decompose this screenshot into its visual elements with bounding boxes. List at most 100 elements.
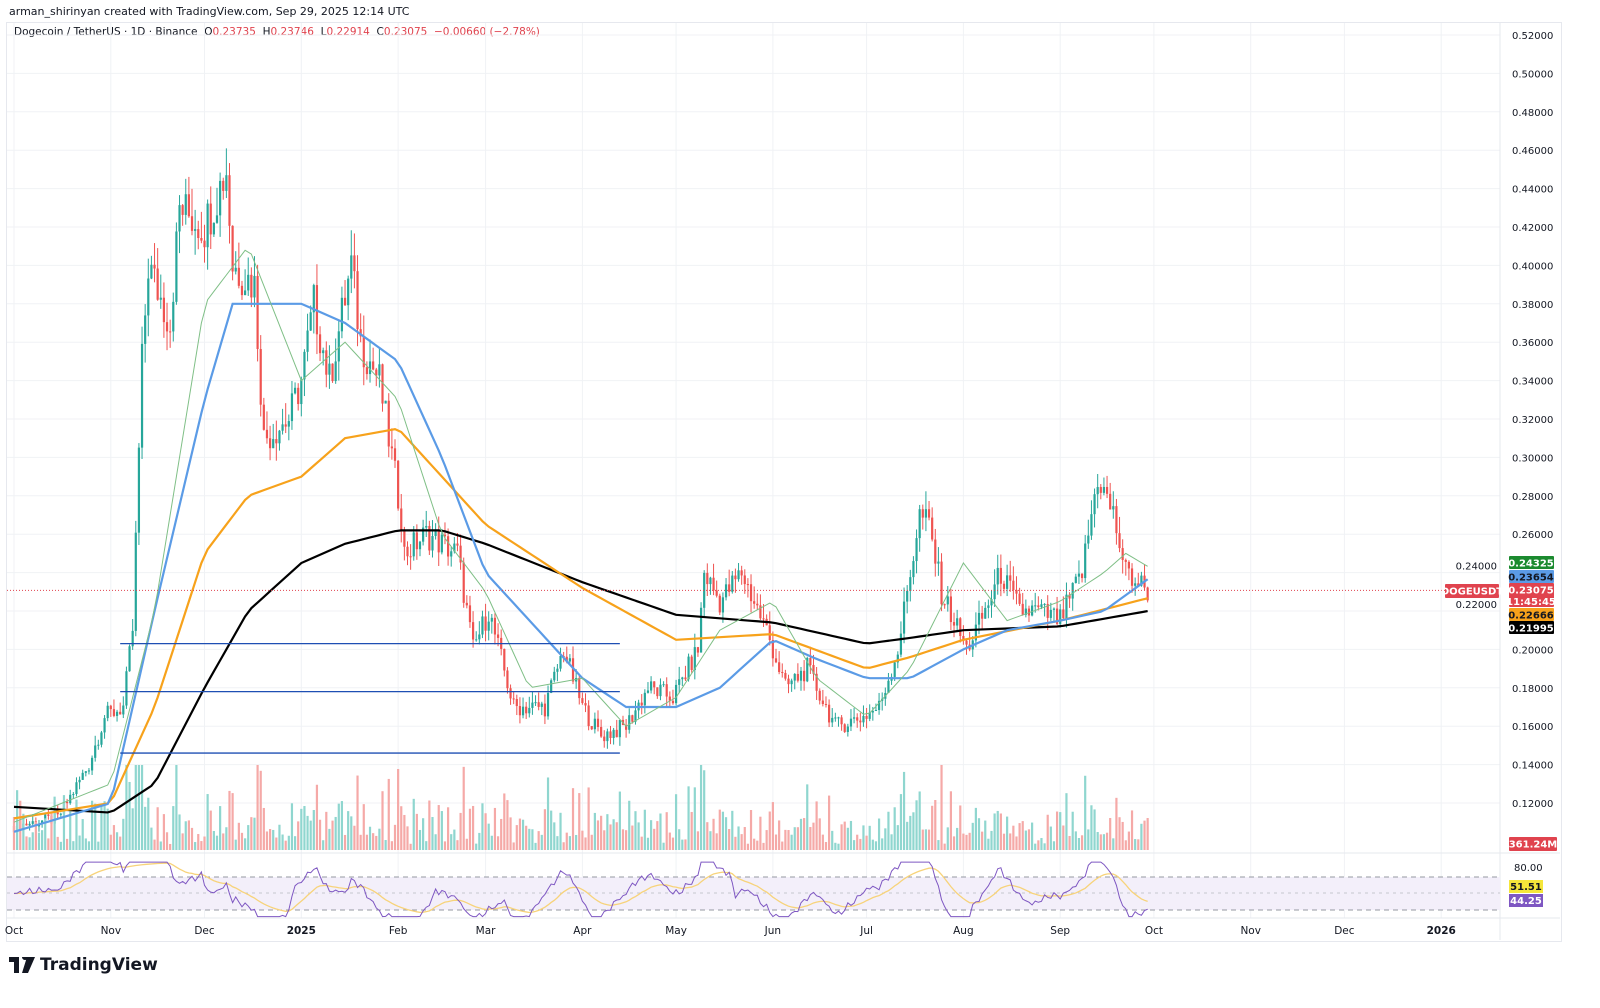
volume-bar: [353, 825, 356, 850]
candle-body: [372, 361, 375, 370]
candle-body: [275, 439, 278, 444]
candle-body: [165, 322, 169, 332]
candle-body: [671, 700, 675, 704]
candle-body: [1096, 487, 1099, 495]
volume-bar: [1121, 821, 1124, 850]
low-label: L: [320, 26, 327, 38]
symbol-tag: [1445, 584, 1499, 598]
x-tick-label: Apr: [573, 925, 592, 937]
candle-body: [912, 561, 915, 578]
candle-body: [684, 677, 687, 680]
volume-bar: [531, 829, 534, 850]
volume-bar: [234, 839, 237, 850]
candle-body: [509, 688, 512, 699]
candle-body: [450, 551, 453, 557]
volume-bar: [16, 790, 19, 850]
volume-bar: [631, 825, 634, 850]
volume-bar: [81, 819, 84, 850]
volume-bar: [262, 807, 265, 850]
candle-body: [834, 717, 837, 719]
candle-body: [1052, 608, 1056, 610]
candle-body: [206, 203, 209, 248]
volume-bar: [190, 827, 194, 850]
candle-body: [178, 205, 181, 232]
volume-tag-label: 361.24M: [1509, 840, 1558, 851]
chart-frame[interactable]: [6, 22, 1562, 942]
candle-body: [734, 575, 737, 580]
volume-bar: [1052, 841, 1056, 850]
volume-bar: [1074, 831, 1077, 850]
candle-body: [337, 331, 340, 362]
candle-body: [896, 654, 899, 663]
candle-body: [203, 240, 206, 248]
volume-bar: [724, 817, 728, 850]
volume-bar: [593, 812, 596, 850]
volume-bar: [815, 801, 818, 850]
volume-bar: [115, 832, 119, 850]
volume-bar: [540, 834, 543, 850]
candle-body: [297, 387, 300, 405]
candle-body: [397, 460, 400, 509]
candle-body: [687, 656, 690, 680]
volume-bar: [19, 800, 22, 850]
candle-body: [306, 330, 309, 352]
volume-bar: [1065, 793, 1068, 850]
volume-bar: [287, 835, 290, 850]
candle-body: [303, 351, 306, 380]
volume-bar: [381, 791, 384, 850]
candle-body: [762, 618, 765, 620]
y-tick-label: 0.14000: [1512, 761, 1553, 772]
candle-body: [721, 597, 725, 613]
candle-body: [600, 726, 603, 737]
volume-bar: [200, 841, 203, 850]
volume-bar: [465, 838, 468, 850]
candle-body: [628, 715, 631, 730]
candle-body: [1055, 608, 1059, 624]
candle-body: [362, 336, 365, 368]
candle-body: [340, 297, 344, 332]
volume-bar: [818, 818, 821, 850]
x-tick-label: Dec: [1334, 925, 1355, 937]
volume-bar: [1140, 823, 1143, 850]
volume-bar: [509, 817, 512, 850]
y-tick-label: 0.16000: [1512, 722, 1553, 733]
candle-body: [100, 732, 103, 745]
candle-body: [703, 572, 706, 608]
candle-body: [1130, 568, 1134, 586]
volume-bar: [178, 814, 181, 850]
volume-bar: [1077, 838, 1081, 850]
candle-body: [390, 446, 393, 449]
y-tick-label: 0.20000: [1512, 645, 1553, 656]
candle-body: [1024, 608, 1027, 615]
volume-bar: [1024, 830, 1027, 850]
candle-body: [593, 718, 596, 730]
price-tag: [1509, 583, 1554, 607]
credit-line: arman_shirinyan created with TradingView…: [9, 5, 410, 18]
volume-bar: [568, 836, 571, 850]
volume-bar: [977, 818, 981, 850]
volume-bar: [378, 828, 381, 850]
volume-bar: [53, 796, 56, 850]
volume-bar: [240, 832, 244, 850]
volume-bar: [459, 812, 462, 850]
volume-bar: [1037, 840, 1040, 850]
volume-bar: [859, 838, 862, 850]
volume-bar: [927, 829, 931, 850]
volume-bar: [571, 788, 575, 850]
volume-bar: [334, 816, 337, 850]
volume-bar: [765, 830, 768, 850]
candle-body: [140, 343, 144, 448]
volume-bar: [996, 810, 999, 850]
volume-bar: [75, 799, 78, 850]
volume-bar: [375, 835, 378, 850]
volume-bar: [1080, 835, 1084, 850]
candle-body: [284, 424, 287, 427]
y-tick-label: 0.28000: [1512, 492, 1553, 503]
volume-bar: [693, 787, 696, 850]
tradingview-logo-icon: [9, 957, 35, 973]
volume-bar: [475, 843, 478, 850]
candle-body: [1021, 603, 1024, 615]
candle-body: [774, 658, 778, 663]
candle-body: [365, 367, 368, 375]
